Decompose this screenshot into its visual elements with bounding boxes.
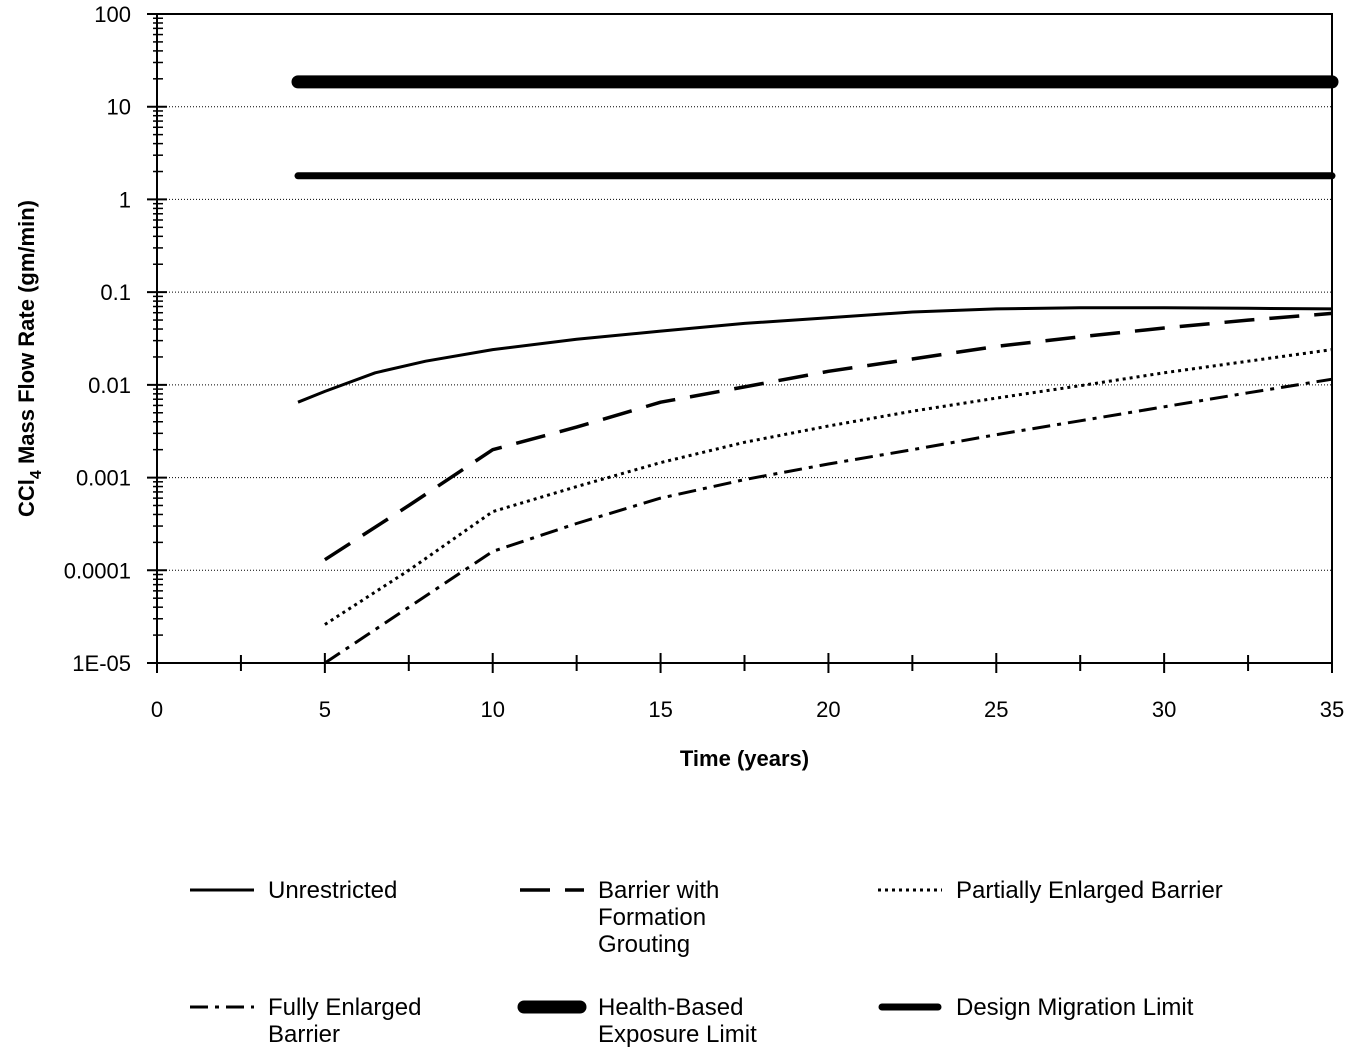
legend-item-design-migration-limit: Design Migration Limit — [878, 994, 1194, 1021]
series-line-fully-enlarged-barrier — [324, 377, 1333, 665]
series-layer — [291, 75, 1339, 665]
x-tick-label: 20 — [816, 697, 840, 722]
y-tick-label: 0.1 — [100, 280, 131, 305]
legend-label: Barrier — [268, 1021, 340, 1048]
x-tick-label: 35 — [1320, 697, 1344, 722]
legend-item-unrestricted: Unrestricted — [190, 877, 397, 904]
legend-label: Unrestricted — [268, 877, 397, 904]
y-tick-label: 1 — [119, 187, 131, 212]
x-tick-label: 15 — [648, 697, 672, 722]
legend-label: Exposure Limit — [598, 1021, 757, 1048]
legend-label: Fully Enlarged — [268, 994, 421, 1021]
legend-label: Partially Enlarged Barrier — [956, 877, 1223, 904]
y-tick-label: 1E-05 — [72, 651, 131, 676]
x-tick-label: 25 — [984, 697, 1008, 722]
legend-label: Design Migration Limit — [956, 994, 1194, 1021]
y-axis-title-subscript: 4 — [28, 470, 45, 479]
y-tick-label: 0.01 — [88, 373, 131, 398]
x-tick-label: 10 — [480, 697, 504, 722]
y-tick-label: 0.001 — [76, 466, 131, 491]
x-tick-label: 5 — [319, 697, 331, 722]
series-line-partially-enlarged-barrier — [324, 348, 1333, 626]
grid-layer — [157, 106, 1332, 571]
legend: Unrestricted Barrier withFormationGroutin… — [190, 877, 1223, 1048]
legend-label: Grouting — [598, 931, 690, 958]
y-tick-label: 10 — [107, 95, 131, 120]
y-axis-title-suffix: Mass Flow Rate (gm/min) — [14, 200, 39, 470]
x-tick-label: 30 — [1152, 697, 1176, 722]
legend-label: Formation — [598, 904, 706, 931]
legend-label: Health-Based — [598, 994, 743, 1021]
y-axis-title: CCl4 Mass Flow Rate (gm/min) — [14, 200, 45, 517]
x-axis-title: Time (years) — [680, 746, 809, 771]
series-line-barrier-with-formation-grouting — [323, 311, 1333, 562]
y-tick-label: 0.0001 — [64, 558, 131, 583]
legend-label: Barrier with — [598, 877, 719, 904]
y-tick-label: 100 — [94, 2, 131, 27]
y-axis-title-prefix: CCl — [14, 479, 39, 517]
x-tick-label: 0 — [151, 697, 163, 722]
axes-layer: 100 10 1 0.1 0.01 0.001 0.0001 1E-05 0 5 10 15 20 25 3… — [64, 2, 1345, 722]
legend-item-partially-enlarged-barrier: Partially Enlarged Barrier — [878, 877, 1223, 904]
series-line-unrestricted — [297, 306, 1333, 404]
